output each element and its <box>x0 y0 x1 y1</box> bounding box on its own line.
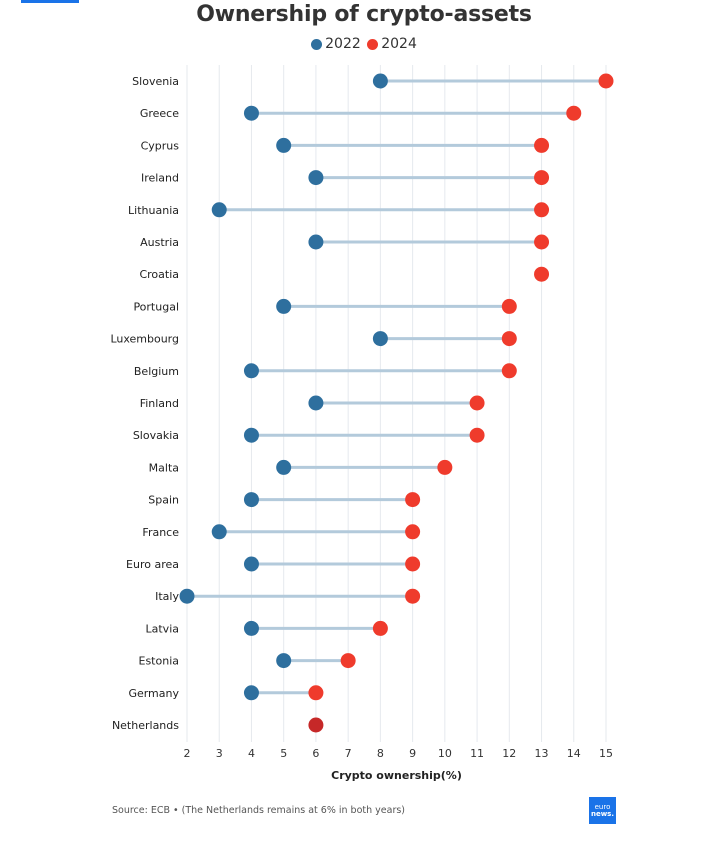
point-2024-euro-area <box>405 556 421 572</box>
category-label-luxembourg: Luxembourg <box>110 333 179 346</box>
point-2022-slovenia <box>372 73 388 89</box>
point-2022-estonia <box>276 653 292 669</box>
x-tick-label-3: 3 <box>216 747 223 760</box>
point-2022-germany <box>243 685 259 701</box>
category-label-germany: Germany <box>128 687 179 700</box>
category-label-spain: Spain <box>148 494 179 507</box>
point-2022-finland <box>308 395 324 411</box>
point-2022-slovakia <box>243 427 259 443</box>
logo-line-1: euro <box>594 802 611 811</box>
x-tick-label-7: 7 <box>345 747 352 760</box>
point-2024-latvia <box>372 620 388 636</box>
legend-dot-2022-icon <box>311 38 323 50</box>
point-2024-malta <box>437 459 453 475</box>
point-2024-finland <box>469 395 485 411</box>
legend-label-2024: 2024 <box>381 36 417 52</box>
point-2024-greece <box>566 105 582 121</box>
category-label-france: France <box>142 526 179 539</box>
point-2024-lithuania <box>534 202 550 218</box>
point-2022-austria <box>308 234 324 250</box>
point-2024-italy <box>405 588 421 604</box>
legend-item-2024[interactable]: 2024 <box>367 34 417 54</box>
point-2024-france <box>405 524 421 540</box>
legend: 2022 2024 <box>0 34 728 56</box>
category-label-greece: Greece <box>140 107 179 120</box>
x-tick-label-10: 10 <box>438 747 452 760</box>
point-2022-luxembourg <box>372 331 388 347</box>
point-2024-slovakia <box>469 427 485 443</box>
category-label-ireland: Ireland <box>141 172 179 185</box>
legend-label-2022: 2022 <box>325 36 361 52</box>
point-2024-ireland <box>534 170 550 186</box>
x-tick-label-5: 5 <box>280 747 287 760</box>
category-label-latvia: Latvia <box>146 622 180 635</box>
point-2024-spain <box>405 492 421 508</box>
x-tick-label-11: 11 <box>470 747 484 760</box>
logo-line-2: news. <box>590 809 615 818</box>
point-2024-cyprus <box>534 137 550 153</box>
point-2022-ireland <box>308 170 324 186</box>
category-label-croatia: Croatia <box>139 268 179 281</box>
source-note: Source: ECB • (The Netherlands remains a… <box>112 805 406 816</box>
point-2024-belgium <box>501 363 517 379</box>
category-label-cyprus: Cyprus <box>141 139 180 152</box>
point-2022-spain <box>243 492 259 508</box>
point-2022-latvia <box>243 620 259 636</box>
category-label-malta: Malta <box>149 461 179 474</box>
category-label-slovakia: Slovakia <box>133 429 179 442</box>
point-2022-italy <box>179 588 195 604</box>
point-2024-estonia <box>340 653 356 669</box>
category-label-lithuania: Lithuania <box>128 204 179 217</box>
point-2024-luxembourg <box>501 331 517 347</box>
euronews-logo[interactable]: euro news. <box>589 797 616 824</box>
x-tick-label-14: 14 <box>567 747 581 760</box>
x-tick-label-9: 9 <box>409 747 416 760</box>
x-tick-label-8: 8 <box>377 747 384 760</box>
point-overlap-netherlands <box>308 717 324 733</box>
x-axis-title: Crypto ownership(%) <box>331 769 462 782</box>
point-2022-belgium <box>243 363 259 379</box>
top-accent-bar <box>21 0 79 3</box>
category-label-italy: Italy <box>155 590 179 603</box>
category-label-euro-area: Euro area <box>126 558 179 571</box>
point-2024-slovenia <box>598 73 614 89</box>
x-tick-label-2: 2 <box>184 747 191 760</box>
point-2022-euro-area <box>243 556 259 572</box>
category-label-slovenia: Slovenia <box>132 75 179 88</box>
point-2024-austria <box>534 234 550 250</box>
legend-dot-2024-icon <box>367 38 379 50</box>
point-2024-germany <box>308 685 324 701</box>
point-2022-portugal <box>276 298 292 314</box>
category-label-portugal: Portugal <box>133 300 179 313</box>
point-2022-lithuania <box>211 202 227 218</box>
x-tick-label-4: 4 <box>248 747 255 760</box>
legend-item-2022[interactable]: 2022 <box>311 34 361 54</box>
category-label-estonia: Estonia <box>139 655 180 668</box>
point-2024-croatia <box>534 266 550 282</box>
category-label-belgium: Belgium <box>134 365 179 378</box>
point-2022-malta <box>276 459 292 475</box>
category-label-austria: Austria <box>140 236 179 249</box>
point-2024-portugal <box>501 298 517 314</box>
point-2022-cyprus <box>276 137 292 153</box>
x-tick-label-13: 13 <box>535 747 549 760</box>
chart-title: Ownership of crypto-assets <box>196 2 532 27</box>
category-label-finland: Finland <box>140 397 179 410</box>
x-tick-label-6: 6 <box>312 747 319 760</box>
x-tick-label-15: 15 <box>599 747 613 760</box>
category-label-netherlands: Netherlands <box>112 719 179 732</box>
x-tick-label-12: 12 <box>502 747 516 760</box>
point-2022-greece <box>243 105 259 121</box>
point-2022-france <box>211 524 227 540</box>
